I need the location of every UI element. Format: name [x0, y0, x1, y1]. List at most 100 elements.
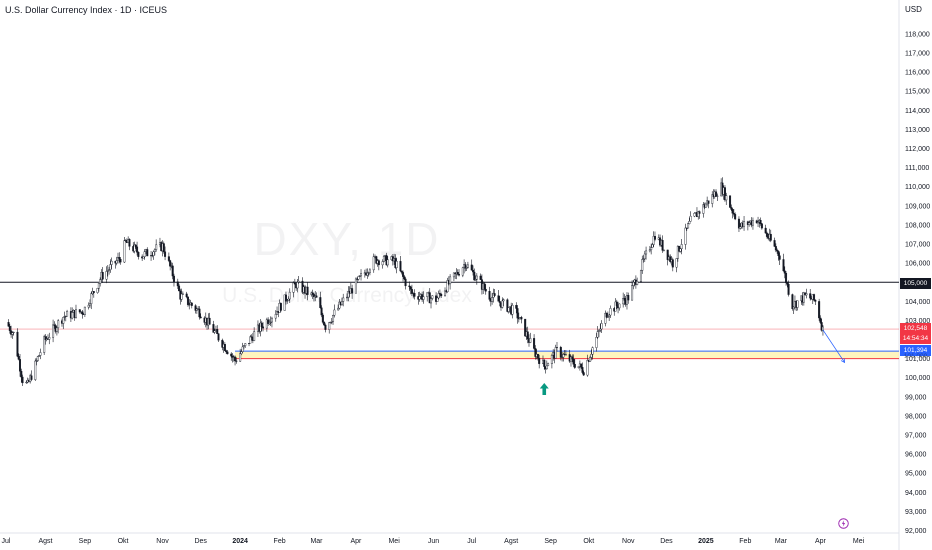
candle-body: [395, 261, 398, 268]
candle-body: [591, 347, 594, 355]
candle: [249, 334, 252, 344]
candle-body: [618, 303, 621, 309]
candle: [814, 299, 817, 306]
candle-body: [595, 337, 598, 348]
candle: [687, 222, 690, 229]
candle: [143, 249, 146, 260]
candle-body: [516, 308, 519, 319]
candle-body: [288, 292, 291, 300]
candle-body: [501, 300, 504, 308]
candle-body: [809, 293, 812, 299]
candle-body: [632, 282, 635, 286]
candle: [675, 258, 678, 273]
candle-body: [533, 338, 536, 349]
candle-body: [729, 195, 732, 208]
candle-body: [360, 273, 363, 277]
candle: [17, 353, 20, 361]
price-tick-label: 96,000: [905, 452, 927, 459]
candle-body: [213, 330, 216, 333]
candle-body: [10, 330, 13, 335]
candle: [748, 220, 751, 227]
candle-body: [571, 356, 574, 360]
candle-body: [55, 327, 58, 332]
candle-body: [226, 351, 229, 355]
candle: [296, 279, 299, 293]
candle-body: [653, 236, 656, 240]
candle: [351, 284, 354, 299]
candle-body: [62, 316, 65, 324]
currency-label[interactable]: USD: [905, 5, 922, 14]
candle-body: [242, 345, 245, 348]
candle: [536, 353, 539, 361]
candle: [653, 231, 656, 242]
candle-body: [128, 239, 131, 247]
candle-body: [615, 301, 618, 306]
candle: [465, 266, 468, 272]
candle-body: [608, 314, 611, 317]
candle: [652, 231, 655, 247]
candle-body: [440, 293, 443, 297]
candle: [671, 257, 674, 272]
candle-body: [146, 249, 149, 257]
candle-body: [589, 357, 592, 362]
lightning-icon[interactable]: [838, 518, 849, 529]
candle-body: [99, 279, 102, 284]
time-tick-label: Jun: [428, 538, 439, 545]
candle: [497, 289, 500, 302]
candle-body: [74, 309, 77, 318]
candle-body: [497, 295, 500, 302]
candle: [288, 288, 291, 304]
candle-body: [641, 259, 644, 271]
time-tick-label: Jul: [467, 538, 476, 545]
candle: [589, 355, 592, 362]
candle-body: [354, 278, 357, 294]
candle-body: [636, 281, 639, 285]
candle-body: [819, 317, 822, 323]
candle-body: [21, 376, 24, 384]
candle: [590, 349, 593, 361]
candle-body: [260, 322, 263, 328]
candle: [711, 191, 714, 208]
candle-body: [711, 194, 714, 204]
candle-body: [195, 308, 198, 311]
candle-body: [748, 222, 751, 225]
time-tick-label: 2025: [698, 538, 714, 545]
price-tick-label: 103,000: [905, 318, 930, 325]
candle-body: [449, 276, 452, 285]
candle-body: [413, 293, 416, 297]
candle-body: [473, 271, 476, 281]
candle: [180, 288, 183, 302]
candle: [526, 326, 529, 344]
candle: [474, 275, 477, 281]
candle: [662, 249, 665, 252]
candle-body: [581, 367, 584, 373]
candle: [639, 269, 642, 283]
candle: [559, 345, 562, 361]
candle-body: [270, 317, 273, 323]
candle: [195, 307, 198, 314]
candle: [293, 278, 296, 285]
candle: [268, 319, 271, 326]
candle: [105, 266, 108, 284]
candle: [819, 315, 822, 324]
target-price-tag: 101,394: [900, 344, 931, 356]
candle-body: [235, 360, 238, 362]
candle-body: [267, 319, 270, 324]
candle: [597, 329, 600, 338]
candle-body: [704, 203, 707, 208]
candle-body: [651, 244, 654, 248]
candle: [217, 333, 220, 342]
watermark-symbol: DXY, 1D: [253, 213, 441, 265]
time-tick-label: Nov: [622, 538, 635, 545]
candle: [230, 352, 233, 361]
candle: [627, 292, 630, 304]
candle-body: [8, 326, 11, 331]
candle: [83, 306, 86, 317]
candle-body: [600, 323, 603, 330]
candle: [765, 231, 768, 239]
candle: [555, 342, 558, 352]
candle-body: [474, 279, 477, 281]
candle-body: [333, 309, 336, 316]
candle-body: [217, 333, 220, 341]
